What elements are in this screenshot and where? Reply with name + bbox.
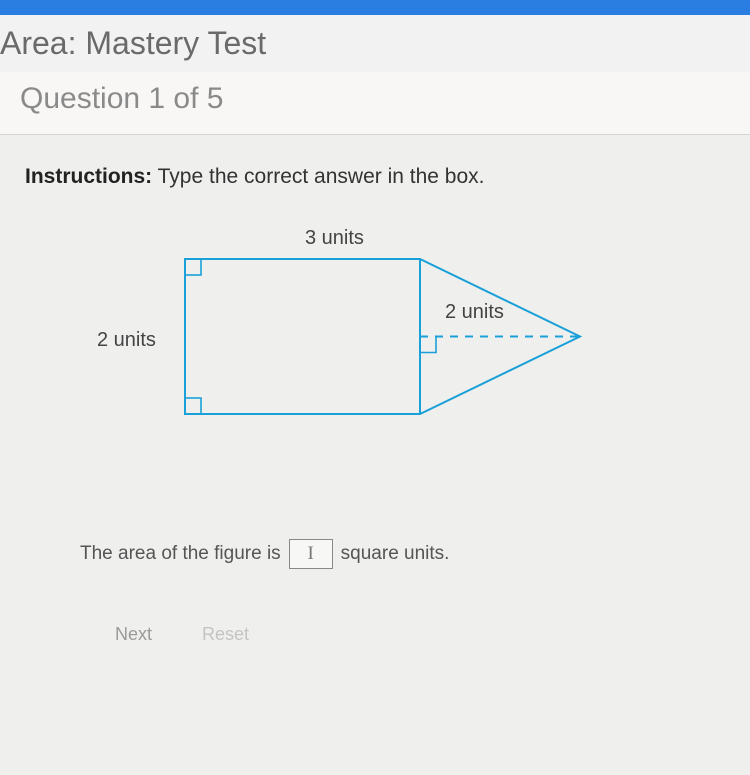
title-text: Area: Mastery Test bbox=[0, 25, 266, 61]
top-bar bbox=[0, 0, 750, 15]
instructions-text: Type the correct answer in the box. bbox=[158, 165, 485, 188]
page-title: Area: Mastery Test bbox=[0, 15, 750, 72]
answer-input[interactable]: I bbox=[289, 539, 333, 569]
next-button[interactable]: Next bbox=[115, 624, 152, 645]
question-counter: Question 1 of 5 bbox=[0, 72, 750, 135]
instructions: Instructions: Type the correct answer in… bbox=[25, 165, 725, 189]
answer-pre: The area of the figure is bbox=[80, 543, 281, 565]
figure-diagram: 3 units 2 units 2 units bbox=[145, 229, 645, 479]
label-left: 2 units bbox=[97, 329, 156, 352]
counter-text: Question 1 of 5 bbox=[20, 82, 223, 115]
content-area: Instructions: Type the correct answer in… bbox=[0, 135, 750, 775]
reset-button[interactable]: Reset bbox=[202, 624, 249, 645]
nav-row: Next Reset bbox=[115, 624, 725, 645]
label-top: 3 units bbox=[305, 227, 364, 250]
cursor-icon: I bbox=[308, 543, 314, 565]
instructions-label: Instructions: bbox=[25, 165, 152, 188]
answer-sentence: The area of the figure is I square units… bbox=[80, 539, 725, 569]
figure-svg bbox=[145, 229, 645, 479]
answer-post: square units. bbox=[341, 543, 450, 565]
label-mid: 2 units bbox=[445, 301, 504, 324]
